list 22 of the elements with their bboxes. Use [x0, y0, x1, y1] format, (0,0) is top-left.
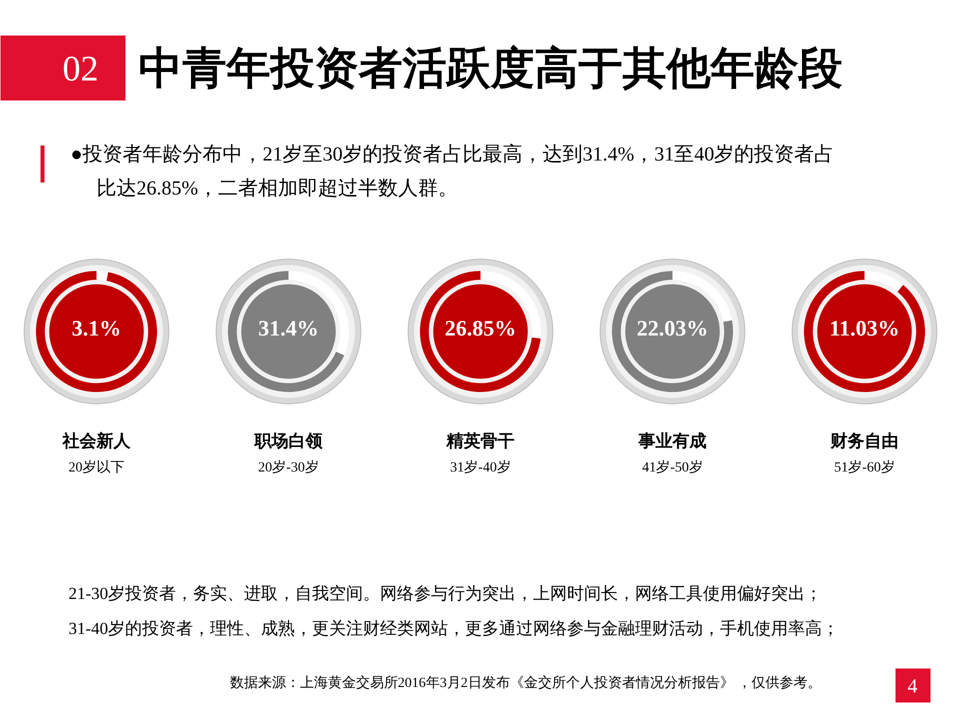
- text: 20岁以下: [68, 460, 124, 476]
- text: 51岁-60岁: [834, 460, 895, 476]
- text: 4: [908, 676, 918, 698]
- text: 精英骨干: [446, 431, 514, 450]
- text: 41岁-50岁: [642, 460, 703, 476]
- text: 20岁-30岁: [258, 460, 319, 476]
- text: 31岁-40岁: [450, 460, 511, 476]
- text: 中青年投资者活跃度高于其他年龄段: [138, 44, 842, 93]
- data-label: 11.03%: [829, 315, 900, 340]
- text: 31-40岁的投资者，理性、成熟，更关注财经类网站，更多通过网络参与金融理财活动，手机使用率高；: [68, 619, 840, 638]
- text: 社会新人: [62, 431, 132, 450]
- data-label: 26.85%: [444, 315, 516, 340]
- source-note: 数据来源：上海黄金交易所2016年3月2日发布《金交所个人投资者情况分析报告》 ，仅供参考。: [230, 675, 822, 691]
- text: 02: [62, 48, 98, 88]
- text: 21-30岁投资者，务实、进取，自我空间。网络参与行为突出，上网时间长，网络工具使用偏好突出；: [68, 584, 822, 603]
- data-label: 3.1%: [72, 315, 122, 340]
- data-label: 31.4%: [258, 315, 319, 340]
- text: 职场白领: [254, 431, 324, 450]
- text: 财务自由: [830, 431, 898, 450]
- text: 事业有成: [638, 431, 706, 450]
- data-label: 22.03%: [636, 315, 708, 340]
- text: ●投资者年龄分布中，21岁至30岁的投资者占比最高，达到31.4%，31至40岁的投资者占比达26.85%，二者相加即超过半数人群。: [70, 142, 834, 200]
